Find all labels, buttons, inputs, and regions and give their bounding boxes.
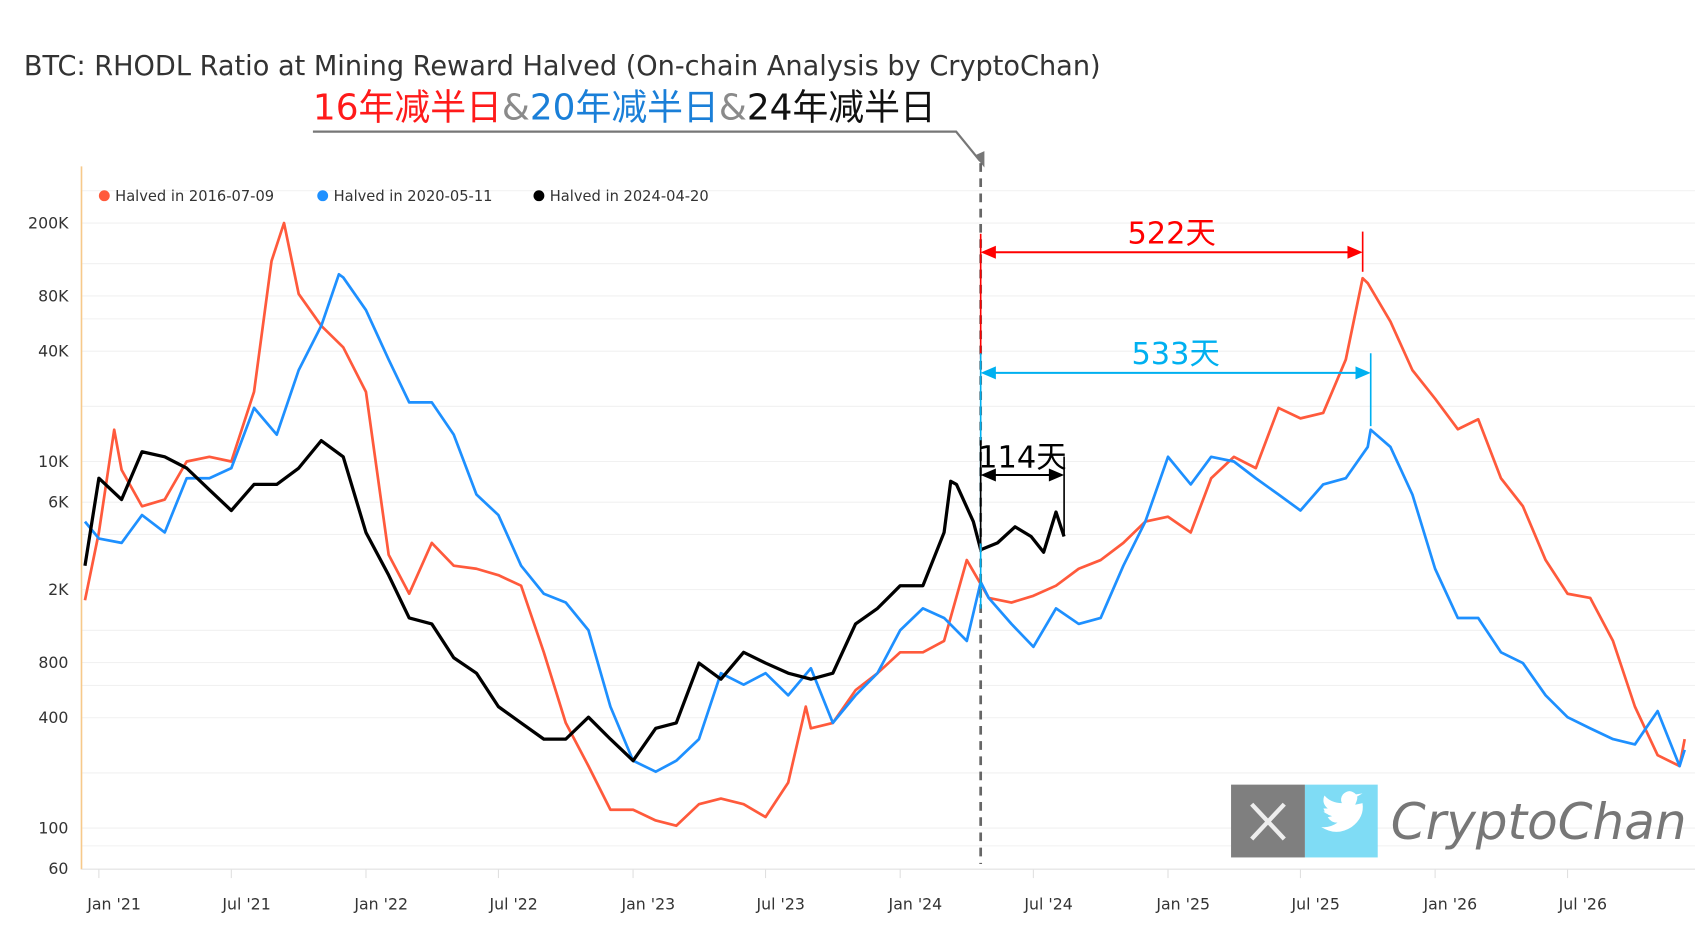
span-114-arrowhead-right-icon [1048,468,1065,482]
legend-label-2020: Halved in 2020-05-11 [334,188,493,205]
x-tick-label: Jan '26 [1422,895,1477,914]
watermark: CryptoChan [1231,784,1687,858]
legend-item-2024[interactable]: Halved in 2024-04-20 [533,188,709,205]
x-tick-label: Jul '21 [221,895,270,914]
subtitle-2024: 24年减半日 [747,88,936,129]
subtitle-2016: 16年减半日 [313,88,502,129]
twitter-bird-glyph [1321,791,1363,832]
x-tick-label: Jan '25 [1155,895,1210,914]
span-522-label: 522天 [1127,217,1215,252]
subtitle-amp-2: & [719,88,747,129]
series-line-2024 [83,439,1066,763]
chart-title: BTC: RHODL Ratio at Mining Reward Halved… [24,51,1101,82]
span-533-arrowhead-left-icon [980,366,996,380]
annotations: 522天 533天 114天 [978,163,1372,864]
x-tick-label: Jan '23 [620,895,675,914]
x-tick-label: Jan '21 [86,895,141,914]
legend-dot-2016 [98,190,110,202]
y-axis-ticks: 200K 80K 40K 10K 6K 2K 800 400 100 60 [28,213,69,878]
legend: Halved in 2016-07-09 Halved in 2020-05-1… [98,188,709,205]
y-tick-label: 400 [38,708,68,727]
x-axis-ticks: Jan '21 Jul '21 Jan '22 Jul '22 Jan '23 Jul '… [86,869,1607,914]
subtitle-2020: 20年减半日 [530,88,719,129]
series-line-2020 [83,272,1686,774]
y-tick-label: 800 [38,653,68,672]
x-logo-glyph [1250,802,1286,841]
y-tick-label: 200K [28,213,69,232]
x-tick-label: Jul '25 [1290,895,1339,914]
y-tick-label: 60 [48,859,68,878]
legend-label-2024: Halved in 2024-04-20 [550,188,709,205]
legend-dot-2020 [317,190,329,202]
x-tick-label: Jan '24 [888,895,943,914]
subtitle-pointer-arrow [312,130,981,162]
span-114-label: 114天 [978,440,1066,475]
y-tick-label: 6K [48,493,69,512]
y-tick-label: 80K [38,286,69,305]
span-522-arrowhead-right-icon [1347,245,1363,259]
span-533-label: 533天 [1131,337,1219,372]
subtitle-amp-1: & [502,88,530,129]
y-tick-label: 2K [48,580,69,599]
series-lines [83,221,1687,828]
y-tick-label: 100 [38,819,68,838]
span-522-arrowhead-left-icon [980,245,996,259]
x-tick-label: Jul '23 [756,895,805,914]
legend-item-2016[interactable]: Halved in 2016-07-09 [98,188,274,205]
legend-item-2020[interactable]: Halved in 2020-05-11 [317,188,492,205]
series-line-2016 [83,221,1687,828]
grid-lines [81,190,1695,870]
legend-label-2016: Halved in 2016-07-09 [115,188,274,205]
x-tick-label: Jan '22 [353,895,408,914]
chart-subtitle: 16年减半日&20年减半日&24年减半日 [313,88,936,129]
x-tick-label: Jul '26 [1558,895,1607,914]
x-tick-label: Jul '22 [488,895,537,914]
span-533-arrowhead-right-icon [1355,366,1371,380]
span-114-arrowhead-left-icon [980,468,996,482]
x-tick-label: Jul '24 [1023,895,1072,914]
y-tick-label: 10K [38,452,69,471]
y-tick-label: 40K [38,342,69,361]
legend-dot-2024 [533,190,545,202]
watermark-text: CryptoChan [1391,793,1687,851]
